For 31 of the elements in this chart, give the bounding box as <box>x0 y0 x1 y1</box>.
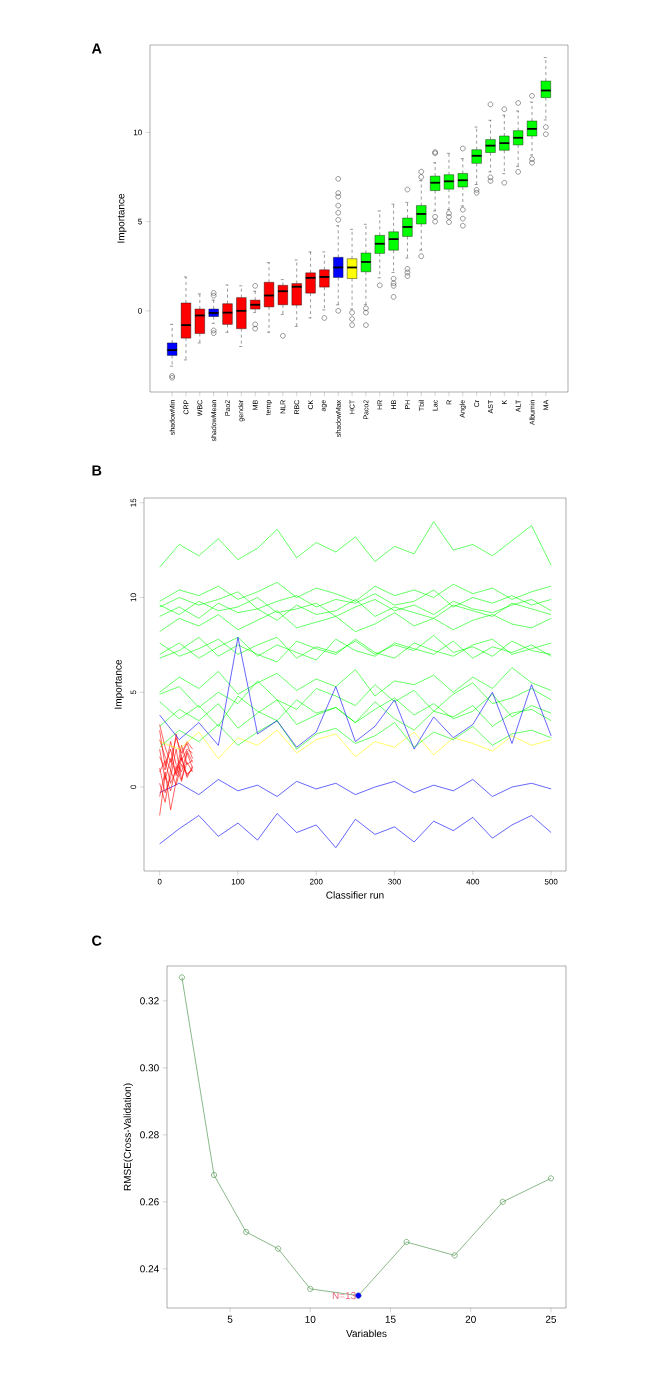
chart-title: B <box>92 465 102 476</box>
y-tick-label: 0 <box>130 785 137 789</box>
chart-title: A <box>91 43 102 54</box>
y-tick-label: 0.30 <box>140 1064 159 1072</box>
x-tick-label: 5 <box>227 1315 233 1323</box>
y-tick-label: 0.32 <box>140 997 159 1005</box>
annotation: N=13 <box>332 1292 356 1300</box>
x-tick-label: 15 <box>385 1315 396 1323</box>
x-tick-label: 10 <box>305 1315 316 1323</box>
y-tick-label: 10 <box>130 593 137 602</box>
y-tick-label: 10 <box>133 129 142 136</box>
x-tick-label: 400 <box>466 878 480 885</box>
y-tick-label: 0 <box>138 308 142 314</box>
x-axis-title: Variables <box>346 1329 387 1338</box>
y-axis-title: Importance <box>117 193 127 243</box>
y-tick-label: 5 <box>138 218 142 225</box>
chart-title: C <box>92 935 102 946</box>
y-axis-title: RMSE(Cross-Validation) <box>123 1083 133 1191</box>
y-tick-label: 0.28 <box>140 1131 159 1139</box>
x-tick-label: 300 <box>388 878 401 885</box>
y-axis-title: Importance <box>114 659 124 709</box>
x-tick-label: 100 <box>231 878 245 885</box>
x-tick-label: 200 <box>309 878 323 885</box>
y-tick-label: 0.26 <box>140 1198 159 1206</box>
y-tick-label: 0.24 <box>140 1265 159 1273</box>
y-tick-label: 5 <box>130 690 137 695</box>
x-tick-label: 20 <box>465 1315 476 1323</box>
y-tick-label: 15 <box>130 498 137 507</box>
x-axis-title: Classifier run <box>326 891 384 899</box>
x-tick-label: 500 <box>544 878 558 885</box>
x-tick-label: 25 <box>545 1315 557 1323</box>
